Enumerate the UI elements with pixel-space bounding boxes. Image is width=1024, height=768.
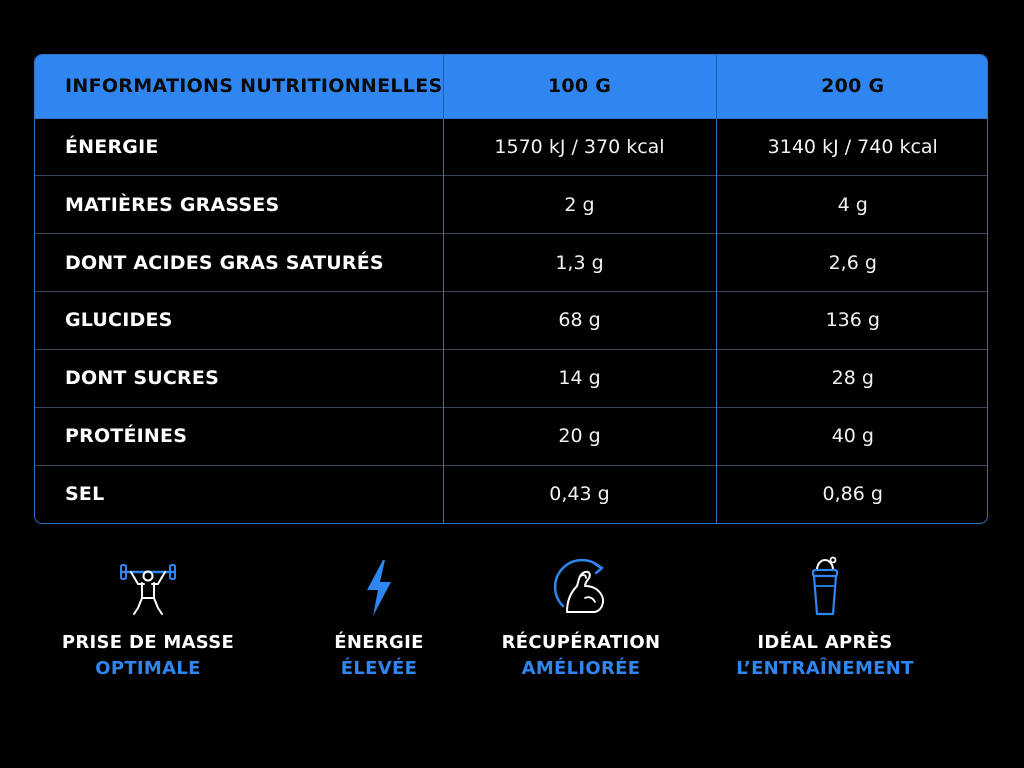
header-nutrition-info: INFORMATIONS NUTRITIONNELLES: [35, 55, 444, 118]
row-label: SEL: [35, 464, 444, 523]
benefit-recovery: RÉCUPÉRATION AMÉLIORÉE: [471, 556, 691, 682]
row-label: ÉNERGIE: [35, 117, 444, 176]
shaker-icon: [715, 556, 935, 620]
benefits-section: PRISE DE MASSE OPTIMALE ÉNERGIE ÉLEVÉE R…: [0, 556, 1024, 696]
row-label: DONT ACIDES GRAS SATURÉS: [35, 233, 444, 292]
benefit-title: ÉNERGIE: [334, 632, 424, 653]
value-200g: 3140 kJ / 740 kcal: [716, 117, 987, 176]
value-100g: 14 g: [443, 348, 717, 408]
weightlifter-icon: [38, 556, 258, 620]
header-100g: 100 G: [443, 55, 717, 118]
value-100g: 0,43 g: [443, 464, 717, 523]
value-200g: 28 g: [716, 348, 987, 408]
row-label: MATIÈRES GRASSES: [35, 175, 444, 234]
table-row: SEL 0,43 g 0,86 g: [35, 464, 987, 523]
header-200g: 200 G: [821, 75, 885, 98]
nutrition-table: INFORMATIONS NUTRITIONNELLES 100 G 200 G…: [35, 55, 987, 523]
benefit-subtitle: L’ENTRAÎNEMENT: [736, 658, 914, 679]
flexed-arm-icon: [471, 556, 691, 620]
benefit-title: RÉCUPÉRATION: [501, 632, 661, 653]
table-header-row: INFORMATIONS NUTRITIONNELLES 100 G 200 G: [35, 55, 987, 118]
value-100g: 2 g: [443, 175, 717, 234]
table-row: MATIÈRES GRASSES 2 g 4 g: [35, 175, 987, 234]
table-row: ÉNERGIE 1570 kJ / 370 kcal 3140 kJ / 740…: [35, 117, 987, 176]
value-100g: 20 g: [443, 406, 717, 466]
benefit-title: IDÉAL APRÈS: [757, 632, 893, 653]
row-label: GLUCIDES: [35, 291, 444, 350]
value-100g: 1,3 g: [443, 233, 717, 292]
table-row: DONT SUCRES 14 g 28 g: [35, 348, 987, 408]
row-label: PROTÉINES: [35, 406, 444, 466]
benefit-subtitle: OPTIMALE: [95, 658, 201, 679]
value-200g: 0,86 g: [716, 464, 987, 523]
benefit-energy: ÉNERGIE ÉLEVÉE: [269, 556, 489, 682]
benefit-subtitle: ÉLEVÉE: [340, 658, 418, 679]
nutrition-table-container: INFORMATIONS NUTRITIONNELLES 100 G 200 G…: [34, 54, 988, 524]
value-100g: 1570 kJ / 370 kcal: [443, 117, 717, 176]
table-row: DONT ACIDES GRAS SATURÉS 1,3 g 2,6 g: [35, 233, 987, 292]
benefit-post-workout: IDÉAL APRÈS L’ENTRAÎNEMENT: [715, 556, 935, 682]
value-100g: 68 g: [443, 291, 717, 350]
benefit-subtitle: AMÉLIORÉE: [521, 658, 641, 679]
row-label: DONT SUCRES: [35, 348, 444, 408]
benefit-title: PRISE DE MASSE: [61, 632, 235, 653]
table-row: PROTÉINES 20 g 40 g: [35, 406, 987, 466]
lightning-icon: [269, 556, 489, 620]
value-200g: 136 g: [716, 291, 987, 350]
benefit-mass-gain: PRISE DE MASSE OPTIMALE: [38, 556, 258, 682]
value-200g: 4 g: [716, 175, 987, 234]
value-200g: 2,6 g: [716, 233, 987, 292]
value-200g: 40 g: [716, 406, 987, 466]
table-row: GLUCIDES 68 g 136 g: [35, 291, 987, 350]
